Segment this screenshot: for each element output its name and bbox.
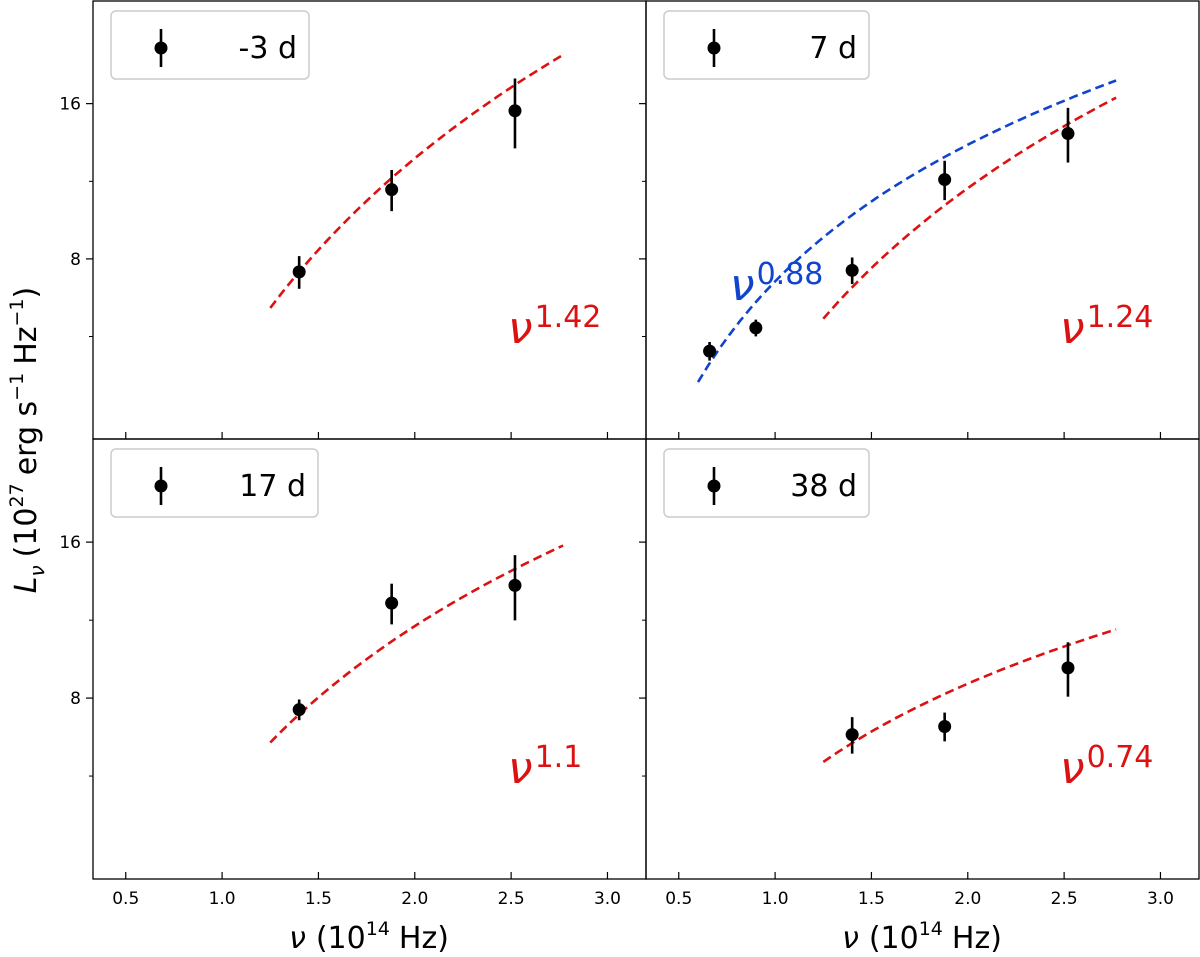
y-axis-title: Lν(1027erg s−1Hz−1)	[6, 287, 49, 594]
y-tick-label: 8	[70, 689, 81, 709]
y-tick-label: 16	[59, 533, 81, 553]
x-axis-title-left-end: Hz)	[399, 921, 449, 956]
x-tick-label: 0.5	[665, 889, 692, 909]
y-tick-label: 8	[70, 250, 81, 270]
x-tick-label: 1.0	[762, 889, 789, 909]
panel-3: 0.5 1.0 1.5 2.0 2.5 3.0 8 16 ν1.1 17 d	[59, 438, 647, 909]
legend-label: 17 d	[239, 469, 306, 504]
x-axis-title-right-main: ν	[842, 921, 859, 956]
x-tick-label: 1.5	[305, 889, 332, 909]
fit-line-red	[269, 544, 564, 744]
y-axis-title-main: L	[9, 577, 44, 594]
panel-frame	[645, 438, 1200, 880]
fit-label-base: ν	[730, 260, 755, 311]
legend-label: 38 d	[790, 469, 857, 504]
fit-line-blue	[696, 79, 1117, 383]
legend: 7 d	[663, 10, 870, 80]
x-tick-label: 1.0	[209, 889, 236, 909]
panel-1: 8 16 ν1.42 -3 d	[59, 0, 647, 440]
legend-marker	[707, 479, 721, 493]
fit-label-red: ν1.1	[508, 740, 582, 794]
legend: 17 d	[110, 448, 319, 518]
y-axis-title-unit-mid: erg s	[9, 401, 44, 475]
data-point	[845, 263, 859, 277]
x-axis-title-right-end: Hz)	[952, 921, 1002, 956]
legend-marker	[707, 41, 721, 55]
data-point	[385, 183, 399, 197]
x-tick-label: 1.5	[858, 889, 885, 909]
data-point	[845, 728, 859, 742]
y-axis-title-sub: ν	[25, 565, 49, 576]
x-tick-label: 3.0	[594, 889, 621, 909]
legend-marker	[154, 41, 168, 55]
x-axis-title-right-exp: 14	[919, 918, 943, 940]
data-point	[508, 104, 522, 118]
y-axis-title-unit-mid2: Hz	[9, 326, 44, 364]
data-point	[508, 578, 522, 592]
legend-box	[110, 448, 319, 518]
x-tick-label: 2.0	[401, 889, 428, 909]
legend: 38 d	[663, 448, 870, 518]
y-axis-title-end: )	[9, 287, 44, 299]
fit-label-blue: ν0.88	[730, 257, 823, 311]
fit-label-red: ν1.24	[1060, 300, 1153, 354]
x-tick-label: 0.5	[112, 889, 139, 909]
fit-line-red	[269, 53, 564, 309]
x-tick-label: 2.0	[954, 889, 981, 909]
fit-label-red: ν0.74	[1060, 740, 1153, 794]
x-axis-title-left-main: ν	[289, 921, 306, 956]
fit-label-exponent: 0.74	[1087, 740, 1154, 775]
x-tick-label: 2.5	[498, 889, 525, 909]
data-point	[385, 596, 399, 610]
data-point	[938, 173, 952, 187]
y-tick-label: 16	[59, 95, 81, 115]
fit-label-base: ν	[508, 303, 533, 354]
x-axis-title-left: ν (1014 Hz)	[289, 918, 449, 956]
fit-label-red: ν1.42	[508, 300, 601, 354]
x-tick-label: 2.5	[1051, 889, 1078, 909]
fit-label-exponent: 1.1	[535, 740, 583, 775]
y-axis-title-unit: (10	[9, 507, 44, 557]
fit-label-base: ν	[1060, 303, 1085, 354]
fit-label-exponent: 1.42	[535, 300, 602, 335]
y-axis-title-exp2: −1	[6, 373, 28, 401]
panel-4: 0.5 1.0 1.5 2.0 2.5 3.0 ν0.74 38 d	[639, 438, 1200, 909]
fit-label-exponent: 0.88	[757, 257, 824, 292]
x-axis-title-right: ν (1014 Hz)	[842, 918, 1002, 956]
legend-label: -3 d	[239, 31, 298, 66]
data-point	[938, 720, 952, 734]
legend-label: 7 d	[809, 31, 857, 66]
legend: -3 d	[110, 10, 310, 80]
data-point	[1061, 127, 1075, 141]
data-point	[292, 265, 306, 279]
fit-label-exponent: 1.24	[1087, 300, 1154, 335]
data-point	[703, 344, 717, 358]
x-axis-title-left-unit: (10	[316, 921, 366, 956]
y-axis-title-exp: 27	[6, 483, 28, 507]
fit-label-base: ν	[508, 743, 533, 794]
fit-label-base: ν	[1060, 743, 1085, 794]
x-tick-label: 3.0	[1147, 889, 1174, 909]
y-axis-title-exp3: −1	[6, 298, 28, 326]
data-point	[1061, 661, 1075, 675]
data-point	[292, 703, 306, 717]
x-axis-title-left-exp: 14	[366, 918, 390, 940]
x-axis-title-right-unit: (10	[869, 921, 919, 956]
data-point	[749, 321, 763, 335]
legend-marker	[154, 479, 168, 493]
